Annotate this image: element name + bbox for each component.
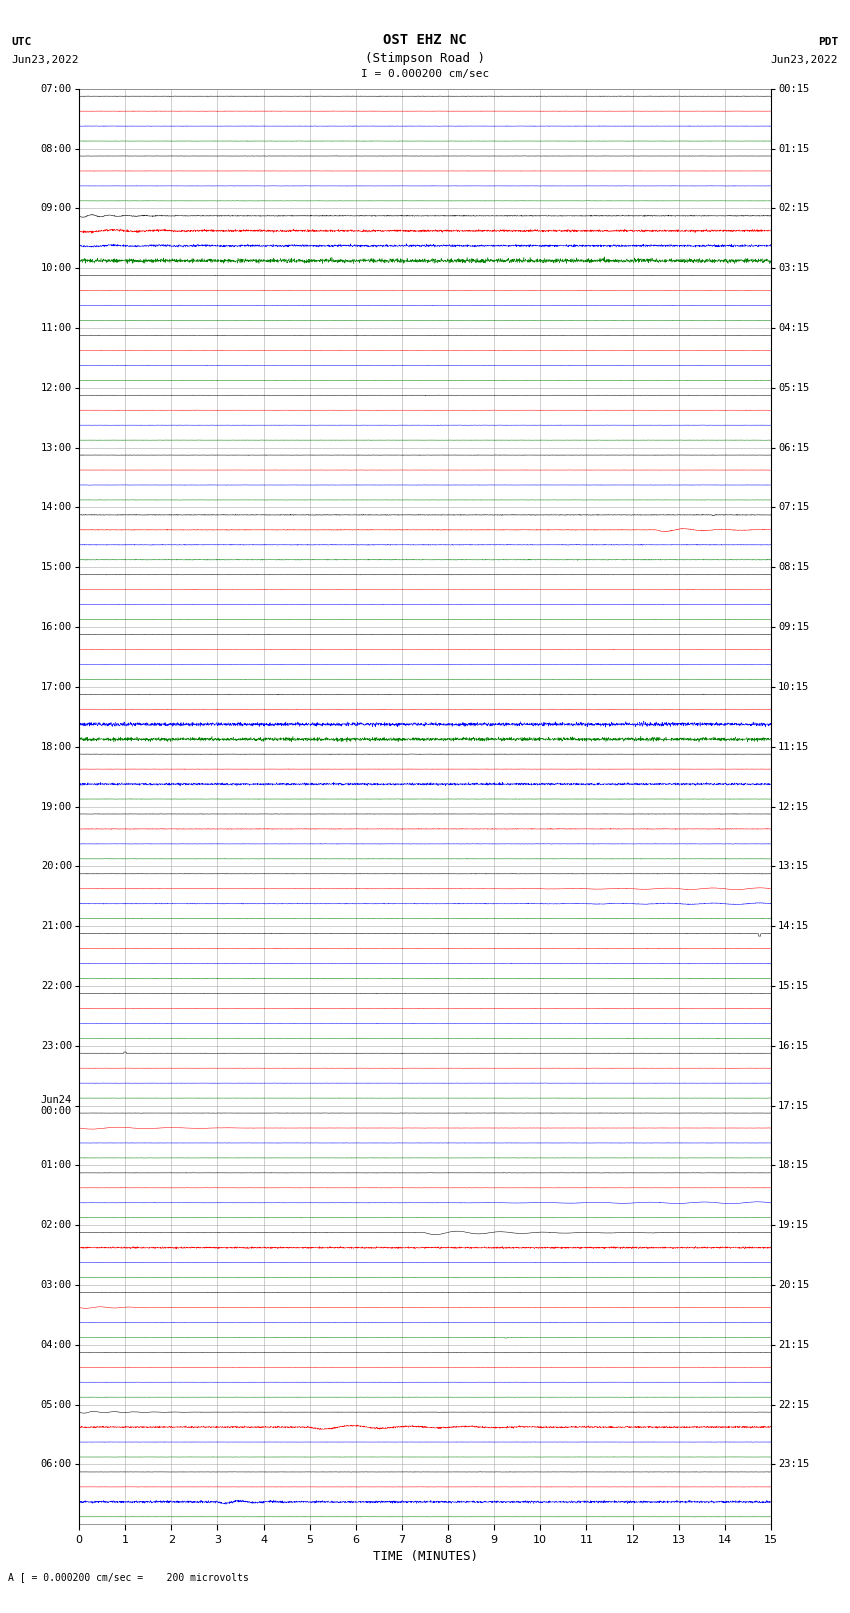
Text: I = 0.000200 cm/sec: I = 0.000200 cm/sec [361,69,489,79]
Text: OST EHZ NC: OST EHZ NC [383,34,467,47]
Text: Jun23,2022: Jun23,2022 [771,55,838,65]
X-axis label: TIME (MINUTES): TIME (MINUTES) [372,1550,478,1563]
Text: (Stimpson Road ): (Stimpson Road ) [365,52,485,65]
Text: UTC: UTC [12,37,32,47]
Text: PDT: PDT [818,37,838,47]
Text: Jun23,2022: Jun23,2022 [12,55,79,65]
Text: A [ = 0.000200 cm/sec =    200 microvolts: A [ = 0.000200 cm/sec = 200 microvolts [8,1573,249,1582]
